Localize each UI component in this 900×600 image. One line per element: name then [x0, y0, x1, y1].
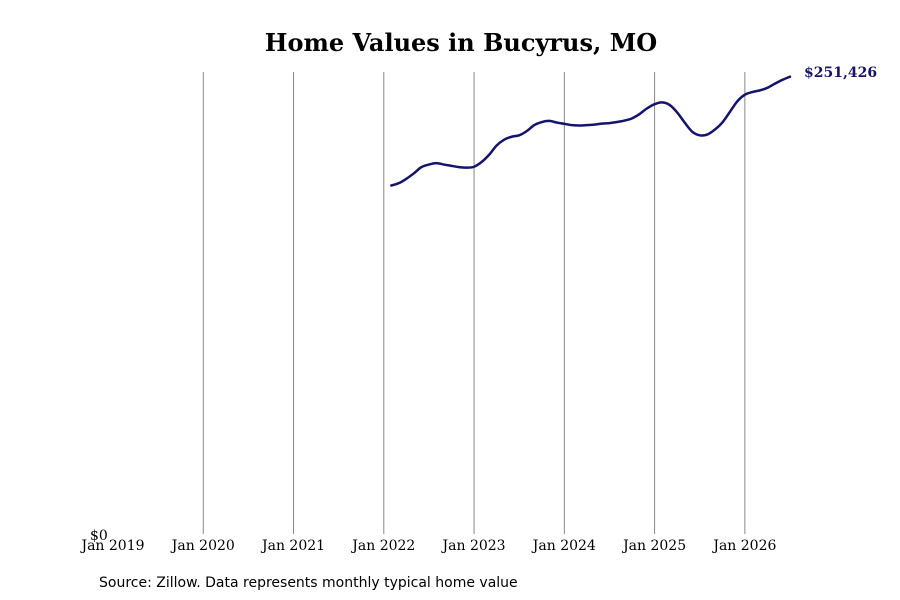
x-tick-label: Jan 2021 [260, 538, 325, 554]
end-value-label: $251,426 [804, 65, 877, 81]
home-value-line [390, 75, 792, 187]
chart-title: Home Values in Bucyrus, MO [265, 28, 657, 57]
x-tick-label: Jan 2024 [531, 538, 596, 554]
gridlines [202, 72, 746, 534]
x-tick-label: Jan 2025 [621, 538, 686, 554]
x-tick-label: Jan 2026 [711, 538, 776, 554]
series-layer [390, 75, 792, 187]
x-tick-label: Jan 2020 [170, 538, 235, 554]
y-tick-label: $0 [90, 528, 108, 544]
x-tick-label: Jan 2019 [79, 538, 144, 554]
x-tick-label: Jan 2023 [441, 538, 506, 554]
x-tick-label: Jan 2022 [350, 538, 415, 554]
y-axis-tick-labels: $0 [90, 528, 108, 544]
x-axis-tick-labels: Jan 2019 Jan 2020 Jan 2021 Jan 2022 Jan 2023… [79, 538, 776, 554]
source-note: Source: Zillow. Data represents monthly … [99, 575, 518, 591]
